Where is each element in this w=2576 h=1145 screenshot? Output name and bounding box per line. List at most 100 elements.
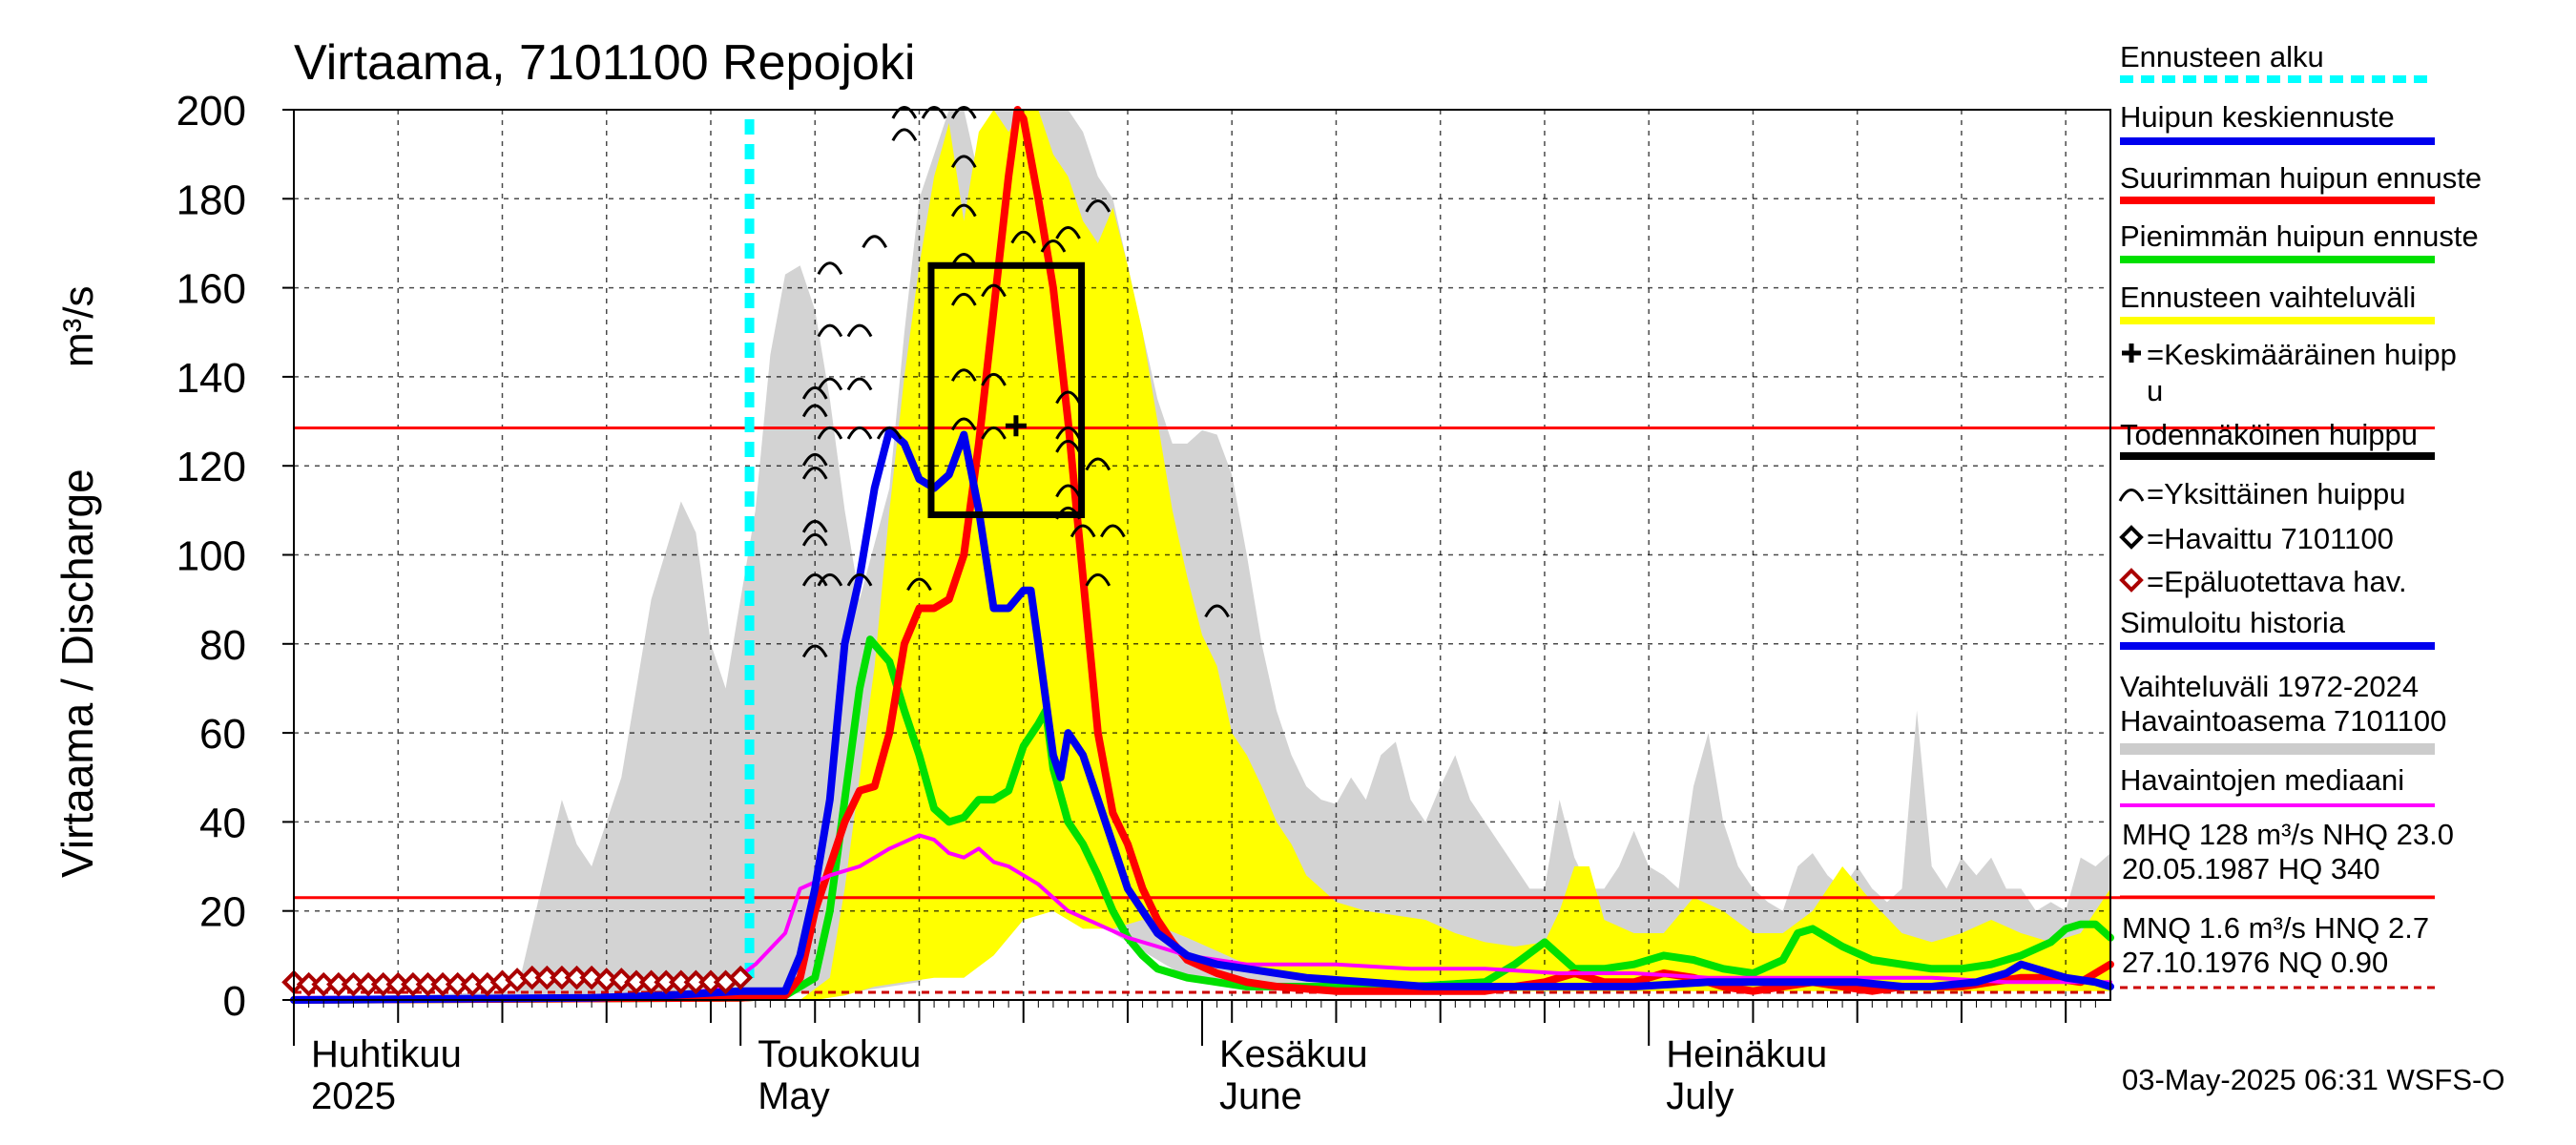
observed-unreliable-marker (609, 968, 634, 992)
single-peak-marker (950, 155, 977, 169)
month-label-fi: Huhtikuu (311, 1033, 462, 1075)
single-peak-marker (846, 426, 873, 440)
legend-label: Pienimmän huipun ennuste (2120, 219, 2479, 253)
single-peak-marker (846, 377, 873, 391)
y-tick-label: 200 (177, 88, 246, 135)
single-peak-marker (801, 572, 828, 587)
legend-label: Ennusteen vaihteluväli (2120, 281, 2416, 314)
legend-label: Simuloitu historia (2120, 606, 2346, 639)
single-peak-marker (1040, 239, 1067, 253)
series-line (290, 426, 2114, 1004)
single-peak-marker (817, 377, 843, 391)
single-peak-marker (1085, 572, 1111, 587)
legend-label: Vaihteluväli 1972-2024 (2120, 670, 2419, 703)
single-peak-marker (950, 106, 977, 119)
single-peak-marker (1055, 225, 1081, 239)
y-tick-label: 40 (199, 800, 246, 846)
mean-peak-marker (1005, 415, 1027, 437)
month-label-fi: Kesäkuu (1219, 1033, 1368, 1075)
single-peak-marker (801, 452, 828, 467)
series-line (290, 106, 2114, 1004)
legend-marker-arc (2118, 489, 2145, 502)
single-peak-marker (1055, 439, 1081, 453)
single-peak-marker (876, 426, 903, 440)
series-line (292, 833, 2112, 1000)
month-label-en: July (1666, 1075, 1734, 1117)
legend-marker-diamond (2119, 525, 2144, 550)
legend-label: Huipun keskiennuste (2120, 100, 2395, 134)
legend: Ennusteen alku Huipun keskiennuste Suurimm… (2118, 40, 2482, 807)
month-label-en: May (758, 1075, 830, 1117)
chart-title: Virtaama, 7101100 Repojoki (294, 35, 915, 91)
single-peak-marker (1055, 484, 1081, 498)
observed-unreliable-marker (579, 965, 604, 990)
single-peak-marker (1070, 524, 1096, 538)
month-label-en: June (1219, 1075, 1302, 1117)
single-peak-marker (1100, 524, 1126, 538)
stats-line-4: 27.10.1976 NQ 0.90 (2122, 946, 2388, 979)
single-peak-marker (981, 283, 1007, 298)
single-peak-marker (801, 404, 828, 418)
y-tick-label: 0 (223, 978, 246, 1025)
single-peak-marker (1055, 426, 1081, 440)
single-peak-marker (1055, 390, 1081, 405)
single-peak-marker (862, 235, 887, 249)
legend-marker-plus (2122, 344, 2141, 363)
single-peak-marker (906, 577, 932, 592)
stats-line-2: 20.05.1987 HQ 340 (2122, 852, 2380, 885)
y-tick-label: 100 (177, 533, 246, 580)
legend-label: =Keskimääräinen huipp (2147, 338, 2457, 371)
single-peak-marker (950, 417, 977, 431)
legend-label-cont: u (2147, 374, 2163, 407)
y-axis-label: Virtaama / Discharge (52, 468, 102, 878)
single-peak-marker (950, 203, 977, 218)
legend-label: Suurimman huipun ennuste (2120, 161, 2482, 195)
stats-line-3: MNQ 1.6 m³/s HNQ 2.7 (2122, 911, 2429, 945)
stats-line-1: MHQ 128 m³/s NHQ 23.0 (2122, 818, 2454, 851)
single-peak-marker (950, 252, 977, 266)
legend-label-cont: Havaintoasema 7101100 (2120, 704, 2446, 738)
single-peak-marker (1204, 604, 1230, 618)
single-peak-marker (1010, 230, 1037, 244)
legend-label: Ennusteen alku (2120, 40, 2324, 73)
single-peak-marker (981, 426, 1007, 440)
month-label-fi: Toukokuu (758, 1033, 921, 1075)
y-tick-label: 20 (199, 889, 246, 936)
single-peak-marker (846, 572, 873, 587)
single-peak-marker (1085, 457, 1111, 471)
single-peak-marker (891, 128, 918, 142)
single-peak-marker (801, 466, 828, 480)
legend-label: =Havaittu 7101100 (2147, 522, 2394, 555)
timestamp: 03-May-2025 06:31 WSFS-O (2122, 1063, 2504, 1096)
y-tick-label: 140 (177, 355, 246, 402)
month-label-en: 2025 (311, 1075, 396, 1117)
single-peak-marker (817, 261, 843, 275)
y-tick-label: 60 (199, 711, 246, 758)
single-peak-marker (950, 368, 977, 382)
legend-label: =Yksittäinen huippu (2147, 477, 2405, 510)
single-peak-marker (1085, 199, 1111, 213)
y-tick-label: 180 (177, 177, 246, 223)
y-tick-label: 80 (199, 622, 246, 669)
legend-label: =Epäluotettava hav. (2147, 565, 2407, 598)
single-peak-marker (801, 644, 828, 658)
single-peak-marker (891, 106, 918, 119)
y-tick-label: 160 (177, 266, 246, 313)
single-peak-marker (950, 292, 977, 306)
legend-label: Havaintojen mediaani (2120, 763, 2404, 797)
single-peak-marker (817, 572, 843, 587)
single-peak-marker (921, 106, 947, 119)
single-peak-marker (801, 519, 828, 533)
single-peak-marker (801, 532, 828, 547)
single-peak-marker (846, 323, 873, 338)
y-tick-label: 120 (177, 444, 246, 490)
month-label-fi: Heinäkuu (1666, 1033, 1827, 1075)
observed-unreliable-marker (728, 965, 754, 990)
single-peak-marker (817, 426, 843, 440)
probable-peak-box (927, 261, 1086, 519)
series-line (290, 635, 2114, 1004)
legend-marker-diamond (2119, 568, 2144, 593)
single-peak-marker (1055, 506, 1081, 520)
y-axis-unit: m³/s (55, 285, 102, 367)
